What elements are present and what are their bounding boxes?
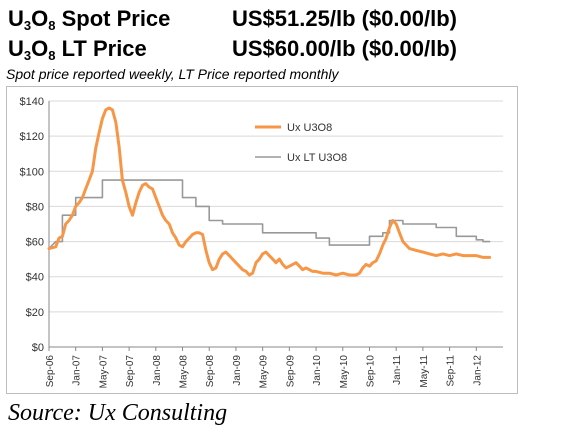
y-tick-label: $0 xyxy=(32,342,44,354)
x-tick-label: Jan-12 xyxy=(472,355,483,386)
x-tick-label: May-10 xyxy=(339,355,350,389)
y-tick-label: $80 xyxy=(26,201,44,213)
x-tick-label: Sep-09 xyxy=(285,355,296,388)
chart-subtitle: Spot price reported weekly, LT Price rep… xyxy=(6,66,339,82)
lt-price-label: U3O8 LT Price xyxy=(8,36,147,63)
x-tick-label: Sep-07 xyxy=(125,355,136,388)
legend-label-ux-u3o8: Ux U3O8 xyxy=(287,122,332,134)
x-tick-label: Sep-06 xyxy=(45,355,56,388)
y-tick-label: $40 xyxy=(26,272,44,284)
legend-label-ux-lt-u3o8: Ux LT U3O8 xyxy=(287,152,347,164)
x-tick-label: May-09 xyxy=(259,355,270,389)
spot-price-value: US$51.25/lb ($0.00/lb) xyxy=(232,6,457,31)
x-tick-label: Sep-10 xyxy=(365,355,376,388)
y-tick-label: $20 xyxy=(26,307,44,319)
source-caption: Source: Ux Consulting xyxy=(8,400,228,426)
chart-frame: $0 $20 $40 $60 $80 $100 $120 $140 Sep-06 Jan-07 Ma… xyxy=(6,86,518,394)
y-tick-label: $100 xyxy=(20,166,44,178)
x-tick-label: May-11 xyxy=(419,355,430,388)
lt-price-value: US$60.00/lb ($0.00/lb) xyxy=(232,36,457,61)
y-tick-label: $120 xyxy=(20,131,44,143)
spot-price-label: U3O8 Spot Price xyxy=(8,6,171,33)
x-tick-label: Sep-11 xyxy=(446,355,457,387)
x-tick-label: Jan-11 xyxy=(392,355,403,385)
x-tick-label: Jan-08 xyxy=(152,355,163,386)
series-line-ux-lt-u3o8 xyxy=(48,179,491,250)
x-tick-label: Jan-10 xyxy=(312,355,323,386)
y-tick-label: $140 xyxy=(20,96,44,108)
x-tick-label: May-08 xyxy=(179,355,190,389)
price-line-chart: $0 $20 $40 $60 $80 $100 $120 $140 Sep-06 Jan-07 Ma… xyxy=(20,96,503,389)
y-tick-label: $60 xyxy=(26,237,44,249)
x-tick-label: Jan-09 xyxy=(232,355,243,386)
series-line-ux-u3o8 xyxy=(47,106,492,277)
x-tick-label: Sep-08 xyxy=(205,355,216,388)
x-tick-label: May-07 xyxy=(98,355,109,389)
x-tick-label: Jan-07 xyxy=(72,355,83,386)
